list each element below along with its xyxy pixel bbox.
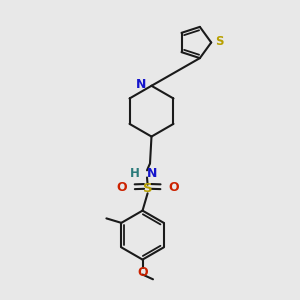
Text: S: S (215, 35, 223, 48)
Text: N: N (136, 78, 146, 91)
Text: O: O (116, 181, 127, 194)
Text: H: H (130, 167, 140, 180)
Text: S: S (143, 182, 152, 195)
Text: N: N (147, 167, 158, 180)
Text: O: O (137, 266, 148, 279)
Text: O: O (168, 181, 179, 194)
